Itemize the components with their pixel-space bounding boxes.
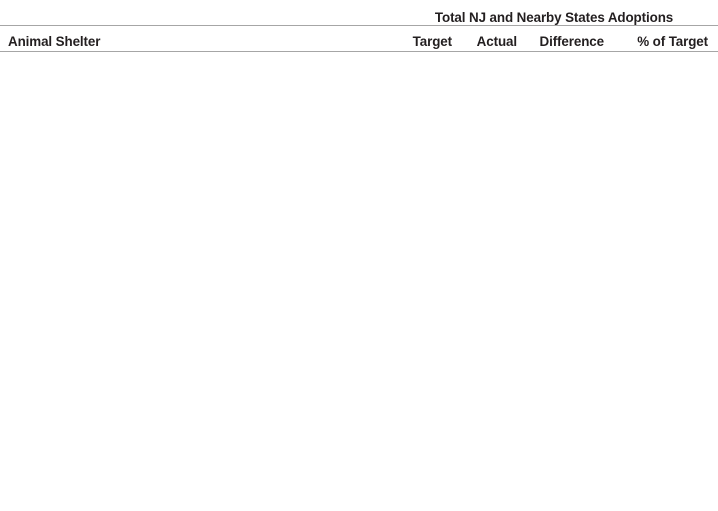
column-header-difference[interactable]: Difference	[527, 25, 614, 52]
table-group-header-row: Total NJ and Nearby States Adoptions	[0, 0, 718, 26]
column-header-actual[interactable]: Actual	[462, 25, 527, 52]
column-header-target[interactable]: Target	[390, 25, 462, 52]
table-header: Total NJ and Nearby States Adoptions Ani…	[0, 0, 718, 52]
table-column-header-row: Animal Shelter Target Actual Difference …	[0, 25, 718, 52]
adoptions-table: Total NJ and Nearby States Adoptions Ani…	[0, 0, 718, 52]
column-header-pct-of-target[interactable]: % of Target	[614, 25, 718, 52]
group-header-spacer	[0, 0, 390, 26]
column-header-animal-shelter[interactable]: Animal Shelter	[0, 25, 390, 52]
group-header-total-adoptions: Total NJ and Nearby States Adoptions	[434, 10, 674, 25]
